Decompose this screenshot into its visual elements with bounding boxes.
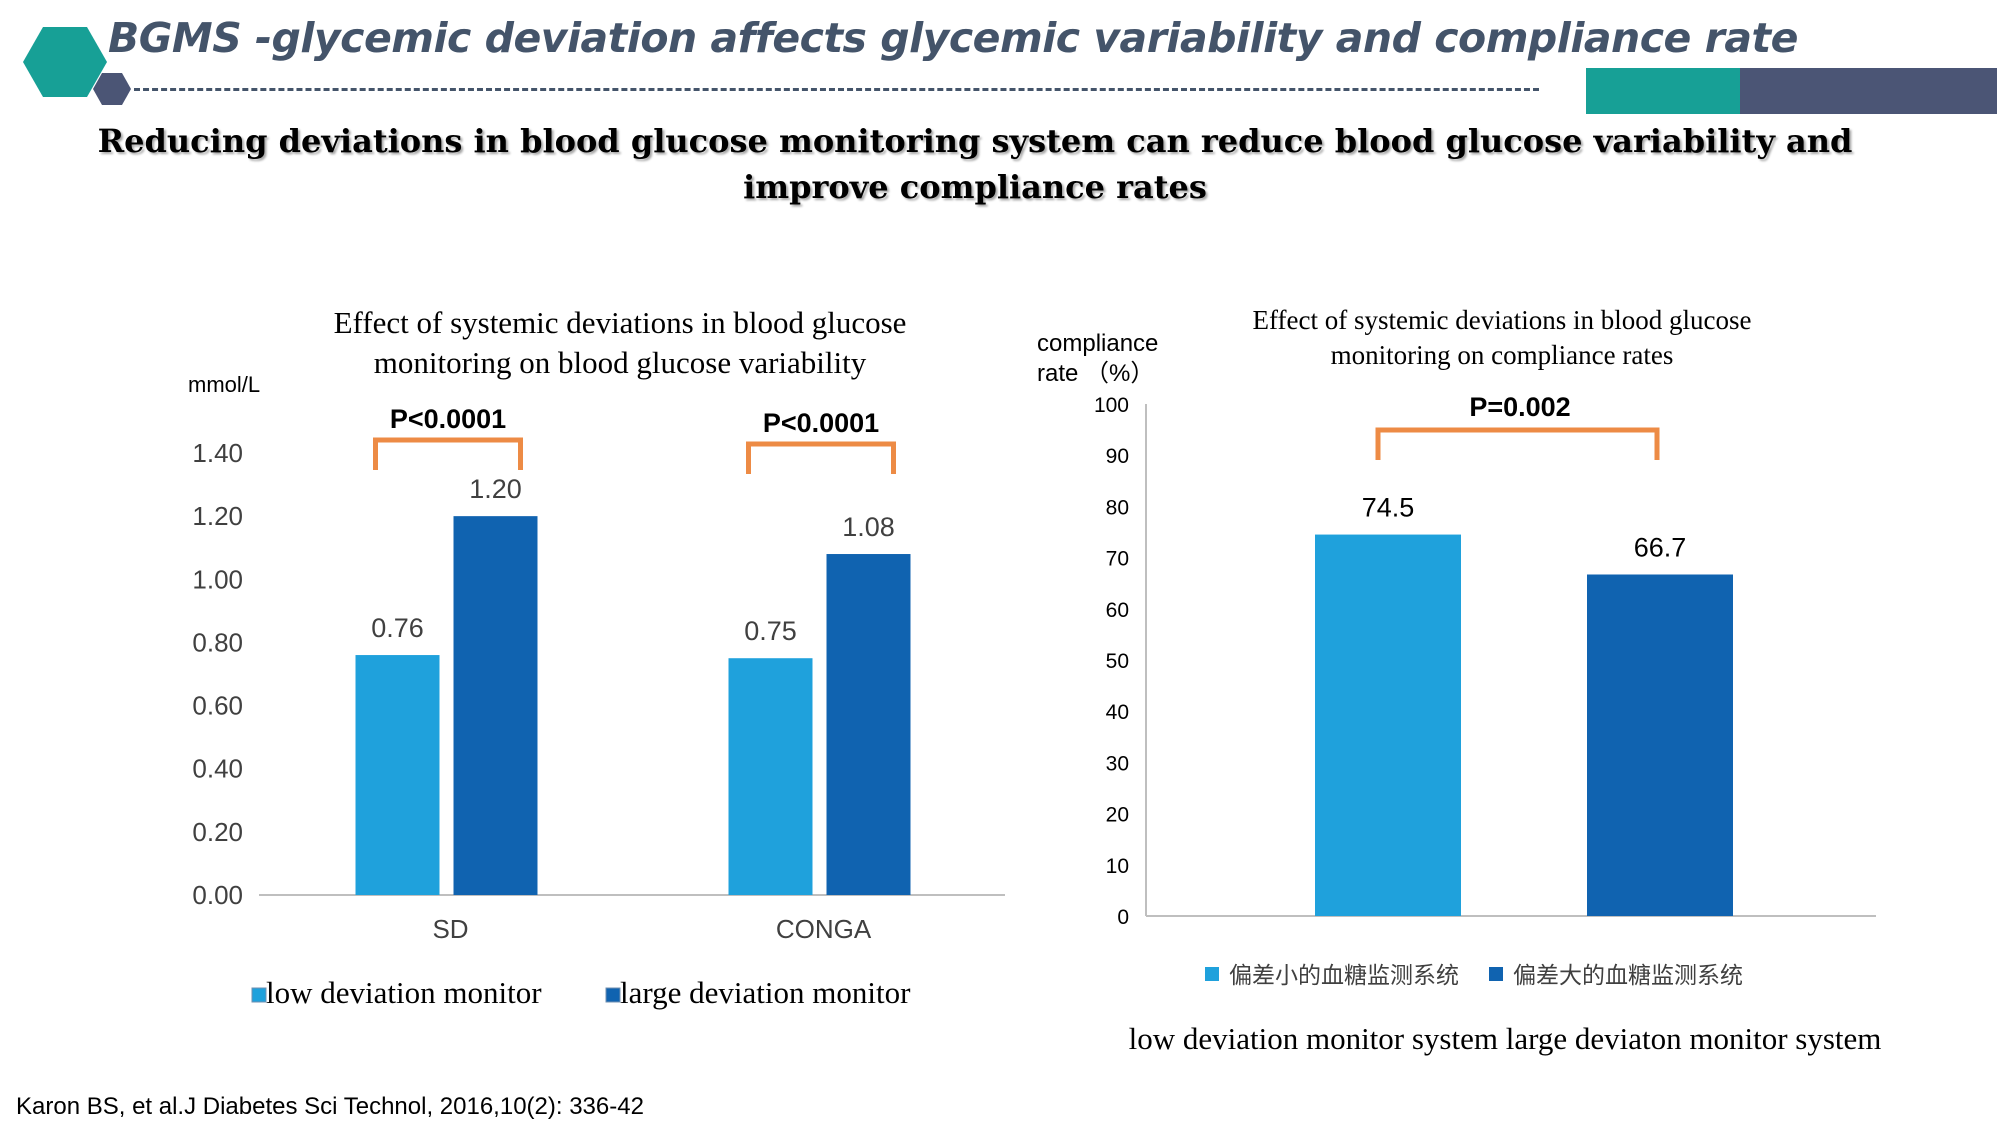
chart2-y-tick-label: 50	[1106, 650, 1129, 673]
slide-subtitle: Reducing deviations in blood glucose mon…	[97, 122, 1853, 206]
chart1-bar-sd-low	[355, 655, 440, 895]
chart2-data-label: 74.5	[1362, 493, 1415, 523]
chart2-y-tick-label: 80	[1106, 496, 1129, 519]
chart2-title-line1: Effect of systemic deviations in blood g…	[1253, 305, 1752, 335]
chart2-title-line2: monitoring on compliance rates	[1331, 340, 1674, 370]
chart2-y-tick-label: 40	[1106, 701, 1129, 724]
chart1-x-tick-label: CONGA	[776, 914, 872, 944]
chart1-p-value: P<0.0001	[763, 408, 879, 438]
chart1-legend-label: low deviation monitor	[266, 975, 542, 1010]
chart2-bar-large	[1587, 574, 1733, 916]
chart1-y-tick-label: 0.80	[192, 627, 243, 657]
chart2-y-axis-label-line2: rate （%）	[1037, 360, 1154, 387]
chart2-y-tick-label: 10	[1106, 855, 1129, 878]
chart1-legend-label: large deviation monitor	[620, 975, 911, 1010]
chart1-y-tick-label: 1.40	[192, 438, 243, 468]
chart2-y-tick-label: 20	[1106, 804, 1129, 827]
chart1-y-tick-label: 0.00	[192, 880, 243, 910]
chart1-y-axis-label: mmol/L	[188, 372, 260, 397]
chart2-p-value: P=0.002	[1469, 392, 1570, 422]
chart2-english-legend: low deviation monitor system large devia…	[1129, 1021, 1882, 1056]
chart1-bar-conga-low	[728, 658, 813, 895]
slide-title: BGMS -glycemic deviation affects glycemi…	[108, 14, 1798, 62]
chart1-data-label: 0.76	[371, 613, 424, 643]
accent-bar-slate	[1740, 68, 1997, 114]
teal-hexagon-logo	[23, 27, 107, 97]
chart1-p-value: P<0.0001	[390, 404, 506, 434]
slate-hexagon-logo	[93, 73, 131, 105]
chart2-y-tick-label: 70	[1106, 548, 1129, 571]
chart1-y-tick-label: 0.20	[192, 817, 243, 847]
title-divider	[134, 88, 1539, 91]
chart2-legend-label: 偏差小的血糖监测系统	[1229, 962, 1459, 988]
chart1-legend-swatch	[251, 987, 267, 1003]
chart1-y-tick-label: 0.60	[192, 691, 243, 721]
chart1-bar-conga-large	[826, 554, 911, 895]
chart1-data-label: 1.08	[842, 512, 895, 542]
chart2-y-tick-label: 100	[1094, 394, 1129, 417]
chart1-significance-bracket	[746, 441, 896, 474]
citation: Karon BS, et al.J Diabetes Sci Technol, …	[16, 1093, 644, 1120]
chart2-y-axis-label-line1: compliance	[1037, 330, 1158, 357]
chart1-y-tick-label: 1.20	[192, 501, 243, 531]
chart2-legend-swatch	[1205, 967, 1219, 981]
chart2-data-label: 66.7	[1634, 532, 1687, 562]
chart2-legend-swatch	[1489, 967, 1503, 981]
chart1-data-label: 1.20	[469, 474, 522, 504]
chart1-legend-swatch	[605, 987, 621, 1003]
chart2-significance-bracket	[1375, 427, 1660, 460]
chart2-legend-label: 偏差大的血糖监测系统	[1513, 962, 1743, 988]
accent-bar-teal	[1586, 68, 1740, 114]
chart1-title-line1: Effect of systemic deviations in blood g…	[334, 305, 907, 340]
chart2-bar-low	[1315, 534, 1461, 916]
chart2-y-tick-label: 60	[1106, 599, 1129, 622]
chart2-y-tick-label: 30	[1106, 752, 1129, 775]
chart1-title-line2: monitoring on blood glucose variability	[374, 345, 867, 380]
chart1-y-tick-label: 1.00	[192, 564, 243, 594]
chart1-bar-sd-large	[453, 516, 538, 895]
chart1-x-tick-label: SD	[432, 914, 468, 944]
chart1-significance-bracket	[373, 437, 523, 470]
chart2-y-tick-label: 0	[1117, 906, 1129, 929]
chart1-y-tick-label: 0.40	[192, 754, 243, 784]
chart2-y-tick-label: 90	[1106, 445, 1129, 468]
chart1-data-label: 0.75	[744, 616, 797, 646]
